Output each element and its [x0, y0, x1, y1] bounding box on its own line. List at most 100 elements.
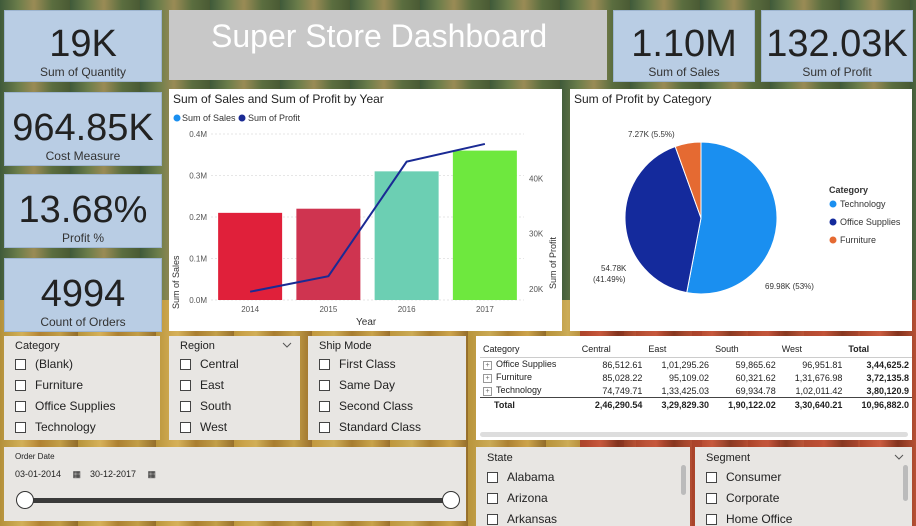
region-slicer[interactable]: Region Central East South West	[169, 336, 300, 440]
checkbox[interactable]	[319, 421, 330, 433]
category-option-technology[interactable]: Technology	[15, 419, 96, 435]
checkbox[interactable]	[15, 379, 26, 391]
table-cell: 59,865.62	[735, 359, 776, 370]
date-range-end-handle[interactable]	[442, 491, 460, 509]
sales-profit-chart-panel[interactable]: Sum of Sales and Sum of Profit by Year S…	[169, 89, 562, 331]
end-date-input[interactable]: 30-12-2017 ▦	[90, 467, 156, 482]
region-option-west[interactable]: West	[180, 419, 227, 435]
checkbox[interactable]	[706, 513, 717, 525]
matrix-col-east[interactable]: East	[645, 340, 713, 358]
state-scrollbar[interactable]	[681, 465, 686, 495]
checkbox[interactable]	[15, 421, 26, 433]
category-option-office-supplies[interactable]: Office Supplies	[15, 398, 116, 414]
matrix-col-west[interactable]: West	[778, 340, 846, 358]
segment-option-home-office[interactable]: Home Office	[706, 511, 792, 526]
pie-legend-marker	[829, 236, 837, 244]
profit-category-pie: 7.27K (5.5%) 54.78K (41.49%) 69.98K (53%…	[593, 130, 901, 295]
pie-slice-furniture[interactable]	[674, 141, 702, 219]
expand-icon[interactable]: +	[483, 361, 492, 370]
state-option-arkansas[interactable]: Arkansas	[487, 511, 557, 526]
region-option-east[interactable]: East	[180, 377, 224, 393]
bar-sales-2014[interactable]	[218, 212, 283, 300]
line-profit[interactable]	[249, 142, 486, 293]
segment-scrollbar[interactable]	[903, 465, 908, 501]
order-date-slicer[interactable]: Order Date 03-01-2014 ▦ 30-12-2017 ▦	[4, 447, 466, 521]
category-option-furniture[interactable]: Furniture	[15, 377, 83, 393]
ship-mode-slicer[interactable]: Ship Mode First Class Same Day Second Cl…	[308, 336, 466, 440]
table-cell: 1,02,011.42	[795, 385, 843, 396]
pie-slice-technology[interactable]	[686, 141, 778, 295]
date-range-start-handle[interactable]	[16, 491, 34, 509]
matrix-horizontal-scrollbar[interactable]	[480, 432, 908, 437]
calendar-icon[interactable]: ▦	[147, 469, 156, 479]
segment-option-corporate[interactable]: Corporate	[706, 490, 779, 506]
ship-mode-slicer-header: Ship Mode	[319, 340, 372, 352]
category-slicer-header: Category	[15, 340, 60, 352]
checkbox[interactable]	[487, 492, 498, 504]
state-option-arizona[interactable]: Arizona	[487, 490, 548, 506]
pie-legend-label[interactable]: Technology	[840, 199, 886, 209]
chevron-down-icon[interactable]	[894, 454, 904, 460]
expand-icon[interactable]: +	[483, 374, 492, 383]
segment-option-consumer[interactable]: Consumer	[706, 469, 781, 485]
category-slicer[interactable]: Category (Blank) Furniture Office Suppli…	[4, 336, 160, 440]
pie-legend-label[interactable]: Furniture	[840, 235, 876, 245]
bar-sales-2015[interactable]	[296, 208, 361, 300]
expand-icon[interactable]: +	[483, 387, 492, 396]
ship-mode-option-first-class[interactable]: First Class	[319, 356, 396, 372]
option-label: Standard Class	[339, 420, 422, 434]
sales-matrix[interactable]: Category Central East South West Total +…	[476, 336, 912, 440]
y-tick-label: 0.4M	[189, 130, 207, 139]
table-cell: 3,30,640.21	[778, 397, 846, 411]
kpi-cost: 964.85K Cost Measure	[4, 92, 162, 166]
ship-mode-option-second-class[interactable]: Second Class	[319, 398, 413, 414]
table-cell: 86,512.61	[602, 359, 643, 370]
start-date-input[interactable]: 03-01-2014 ▦	[15, 467, 81, 482]
checkbox[interactable]	[180, 358, 191, 370]
bar-sales-2016[interactable]	[374, 171, 439, 300]
checkbox[interactable]	[319, 400, 330, 412]
checkbox[interactable]	[319, 358, 330, 370]
state-slicer[interactable]: State Alabama Arizona Arkansas	[476, 447, 690, 526]
pie-slice-office-supplies[interactable]	[624, 145, 702, 294]
table-cell: 1,31,676.98	[794, 372, 843, 383]
kpi-profit-pct: 13.68% Profit %	[4, 174, 162, 248]
profit-category-pie-panel[interactable]: Sum of Profit by Category 7.27K (5.5%) 5…	[570, 89, 912, 331]
checkbox[interactable]	[487, 471, 498, 483]
checkbox[interactable]	[15, 358, 26, 370]
checkbox[interactable]	[180, 379, 191, 391]
category-option-blank[interactable]: (Blank)	[15, 356, 73, 372]
kpi-orders-value: 4994	[40, 273, 126, 315]
calendar-icon[interactable]: ▦	[72, 469, 81, 479]
checkbox[interactable]	[180, 400, 191, 412]
state-option-alabama[interactable]: Alabama	[487, 469, 554, 485]
checkbox[interactable]	[319, 379, 330, 391]
date-range-track[interactable]	[24, 498, 452, 503]
matrix-col-south[interactable]: South	[712, 340, 779, 358]
checkbox[interactable]	[706, 492, 717, 504]
y-tick-label: 0.2M	[189, 213, 207, 222]
kpi-quantity-label: Sum of Quantity	[39, 65, 127, 79]
checkbox[interactable]	[15, 400, 26, 412]
ship-mode-option-same-day[interactable]: Same Day	[319, 377, 395, 393]
segment-slicer[interactable]: Segment Consumer Corporate Home Office	[695, 447, 912, 526]
region-option-central[interactable]: Central	[180, 356, 239, 372]
matrix-col-central[interactable]: Central	[578, 340, 646, 358]
option-label: Corporate	[726, 491, 780, 505]
segment-slicer-header: Segment	[706, 452, 751, 464]
chevron-down-icon[interactable]	[282, 342, 292, 348]
option-label: Alabama	[507, 470, 555, 484]
pie-label-furniture: 7.27K (5.5%)	[628, 130, 675, 139]
table-cell: 3,29,829.30	[645, 397, 713, 411]
matrix-col-category[interactable]: Category	[480, 340, 579, 358]
checkbox[interactable]	[706, 471, 717, 483]
matrix-col-total[interactable]: Total	[845, 340, 912, 358]
y2-tick-label: 20K	[529, 285, 544, 294]
checkbox[interactable]	[180, 421, 191, 433]
ship-mode-option-standard-class[interactable]: Standard Class	[319, 419, 421, 435]
checkbox[interactable]	[487, 513, 498, 525]
region-option-south[interactable]: South	[180, 398, 231, 414]
option-label: First Class	[339, 357, 396, 371]
pie-legend-label[interactable]: Office Supplies	[840, 217, 901, 227]
bar-sales-2017[interactable]	[452, 150, 517, 300]
